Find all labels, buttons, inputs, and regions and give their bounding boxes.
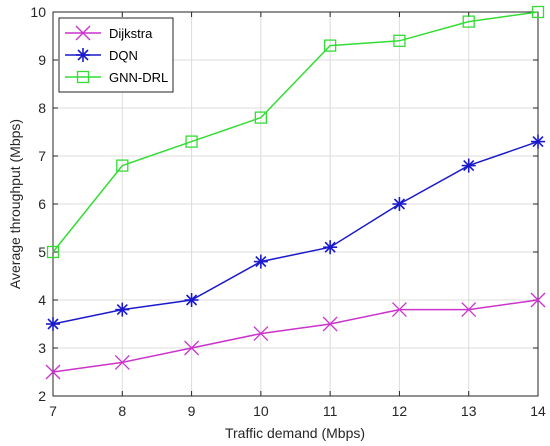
data-point-dijkstra [114, 354, 130, 370]
x-tick-label: 8 [118, 403, 126, 419]
legend: Dijkstra DQN GNN-DRL [58, 17, 174, 93]
legend-item-dijkstra: Dijkstra [65, 25, 153, 41]
y-tick-label: 8 [38, 100, 46, 116]
y-tick-label: 5 [38, 244, 46, 260]
y-axis: 2 3 4 5 6 7 8 9 10 [30, 4, 538, 404]
legend-item-dqn: DQN [65, 48, 138, 63]
x-tick-label: 12 [392, 403, 408, 419]
data-point-gnn-drl [462, 15, 475, 28]
series-dijkstra [45, 292, 546, 380]
data-point-dqn [184, 293, 199, 307]
legend-label: DQN [109, 48, 138, 63]
data-point-dijkstra [253, 326, 269, 342]
legend-label: GNN-DRL [109, 70, 168, 85]
data-point-gnn-drl [531, 5, 545, 19]
data-point-dijkstra [322, 316, 338, 332]
data-point-dijkstra [530, 292, 546, 308]
y-axis-label: Average throughput (Mbps) [7, 119, 23, 289]
y-tick-label: 9 [38, 52, 46, 68]
data-point-dqn [115, 302, 130, 317]
data-point-dqn [461, 158, 476, 173]
x-axis: 7 8 9 10 11 12 13 14 [49, 12, 546, 419]
x-tick-label: 13 [461, 403, 477, 419]
series-line-gnn-drl [52, 11, 539, 253]
x-axis-label: Traffic demand (Mbps) [225, 425, 365, 441]
legend-label: Dijkstra [109, 26, 153, 41]
data-point-gnn-drl [393, 34, 406, 47]
x-tick-label: 9 [188, 403, 196, 419]
y-tick-label: 4 [38, 292, 46, 308]
data-point-dqn [392, 197, 407, 211]
data-point-gnn-drl [254, 111, 268, 124]
data-point-dijkstra [184, 340, 200, 356]
series-dqn [46, 134, 545, 331]
x-tick-label: 7 [49, 403, 57, 419]
legend-marker [76, 48, 90, 62]
x-tick-label: 14 [530, 403, 546, 419]
y-tick-label: 3 [38, 340, 46, 356]
legend-item-gnn-drl: GNN-DRL [65, 70, 168, 85]
data-point-dqn [46, 317, 60, 331]
data-point-dqn [531, 134, 545, 149]
data-point-gnn-drl [323, 39, 337, 52]
series-gnn-drl [46, 5, 545, 259]
series-group [45, 5, 546, 380]
series-line-dqn [52, 140, 539, 325]
series-line-dijkstra [52, 299, 539, 373]
legend-marker [75, 25, 91, 41]
data-point-dqn [323, 240, 338, 255]
y-tick-label: 2 [38, 388, 46, 404]
y-tick-label: 7 [38, 148, 46, 164]
data-point-gnn-drl [116, 159, 129, 172]
legend-marker [76, 70, 90, 84]
data-point-dijkstra [45, 364, 61, 380]
x-tick-label: 10 [253, 403, 269, 419]
x-tick-label: 11 [323, 403, 338, 419]
data-point-gnn-drl [185, 135, 198, 148]
data-point-dqn [253, 254, 268, 269]
data-point-dijkstra [461, 302, 477, 318]
y-tick-label: 10 [30, 4, 46, 20]
y-tick-label: 6 [38, 196, 46, 212]
data-point-gnn-drl [46, 245, 60, 259]
data-point-dijkstra [391, 302, 407, 318]
